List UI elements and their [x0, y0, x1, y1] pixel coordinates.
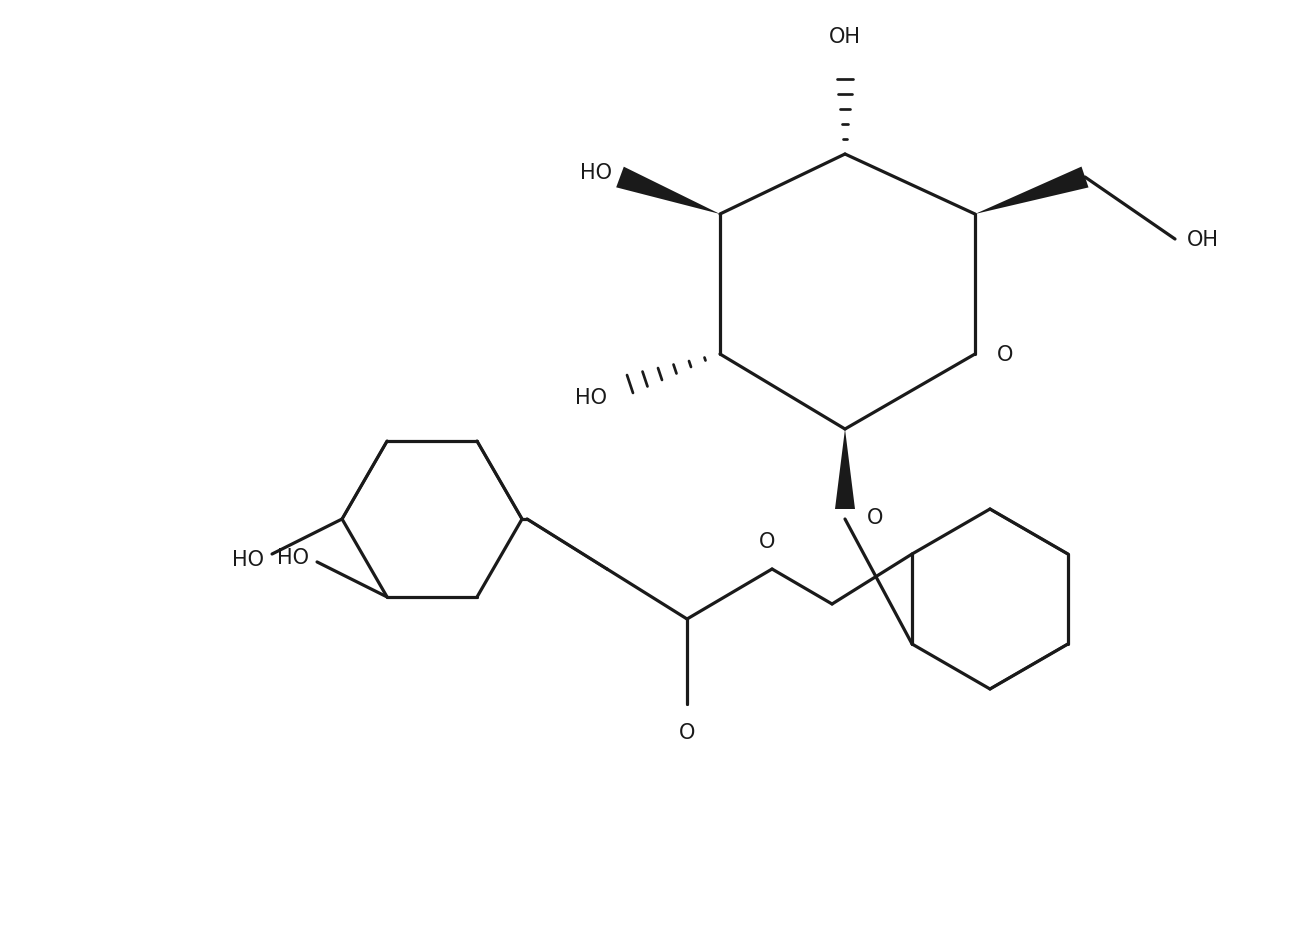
Text: HO: HO	[575, 387, 607, 408]
Text: HO: HO	[277, 547, 309, 567]
Text: OH: OH	[829, 27, 861, 47]
Text: O: O	[759, 531, 775, 552]
Text: HO: HO	[580, 163, 612, 183]
Text: O: O	[997, 345, 1014, 364]
Text: O: O	[679, 722, 696, 743]
Polygon shape	[616, 168, 720, 215]
Text: OH: OH	[1187, 230, 1219, 249]
Text: HO: HO	[233, 550, 264, 569]
Text: O: O	[867, 507, 884, 527]
Polygon shape	[835, 429, 855, 510]
Polygon shape	[975, 168, 1088, 215]
